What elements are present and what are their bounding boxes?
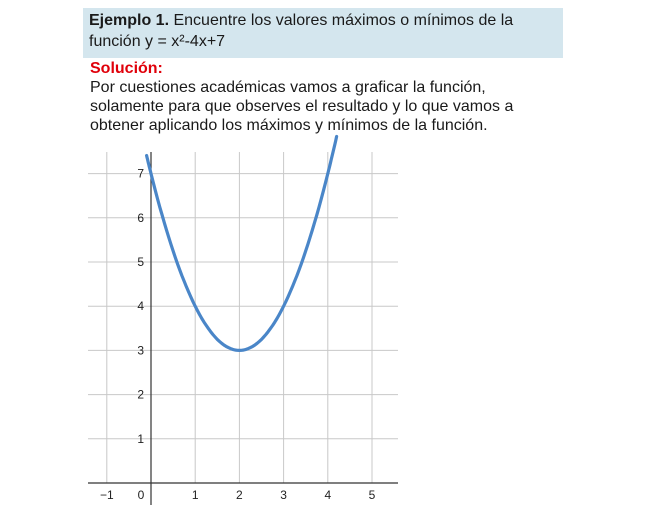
x-tick-label: 3: [280, 488, 287, 502]
x-tick-label: 0: [138, 488, 145, 502]
solution-label: Solución:: [90, 60, 163, 77]
y-tick-label: 3: [137, 343, 144, 357]
y-tick-label: 5: [137, 255, 144, 269]
x-tick-label: 5: [369, 488, 376, 502]
y-tick-label: 2: [137, 388, 144, 402]
solution-text: Por cuestiones académicas vamos a grafic…: [90, 79, 514, 134]
example-label: Ejemplo 1.: [89, 12, 170, 29]
x-tick-label: −1: [100, 488, 114, 502]
y-tick-label: 6: [137, 211, 144, 225]
x-tick-label: 2: [236, 488, 243, 502]
example-text: Encuentre los valores máximos o mínimos …: [89, 12, 514, 50]
function-curve: [145, 134, 339, 352]
x-tick-label: 1: [192, 488, 199, 502]
example-box: Ejemplo 1. Encuentre los valores máximos…: [83, 8, 563, 58]
y-tick-label: 1: [137, 432, 144, 446]
y-tick-label: 7: [137, 167, 144, 181]
x-tick-label: 4: [324, 488, 331, 502]
y-tick-label: 4: [137, 299, 144, 313]
